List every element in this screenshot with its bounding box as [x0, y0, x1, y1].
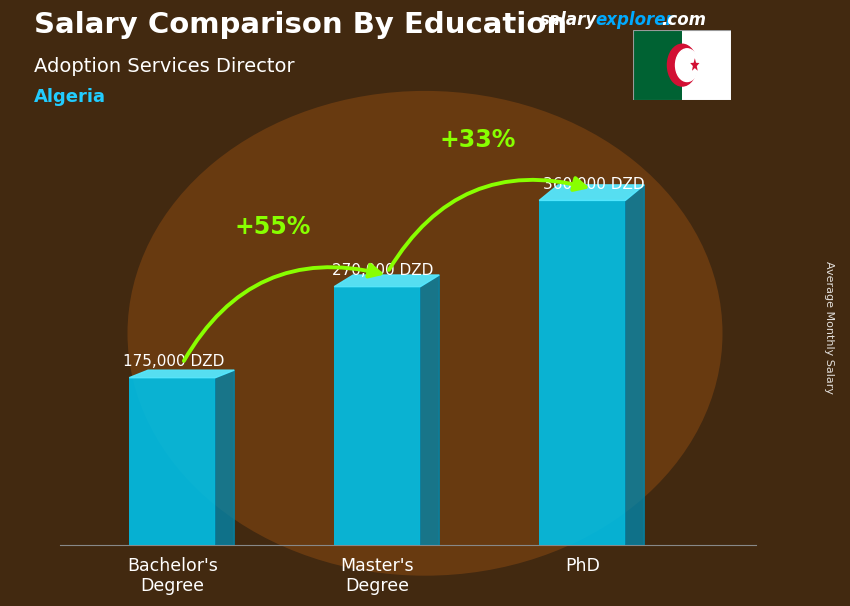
Polygon shape [539, 185, 644, 201]
Polygon shape [690, 58, 700, 71]
Polygon shape [626, 185, 644, 545]
Circle shape [676, 48, 699, 82]
Polygon shape [420, 275, 439, 545]
Text: explorer: explorer [595, 11, 674, 29]
Text: Salary Comparison By Education: Salary Comparison By Education [34, 12, 567, 39]
Bar [129, 378, 215, 545]
Bar [633, 30, 682, 100]
Text: 360,000 DZD: 360,000 DZD [543, 177, 645, 191]
Text: 175,000 DZD: 175,000 DZD [123, 354, 224, 369]
Bar [539, 201, 626, 545]
Bar [682, 30, 731, 100]
Text: +33%: +33% [439, 128, 516, 153]
Polygon shape [215, 370, 235, 545]
Text: Average Monthly Salary: Average Monthly Salary [824, 261, 834, 394]
Bar [334, 287, 420, 545]
Polygon shape [129, 370, 235, 378]
Text: +55%: +55% [235, 215, 311, 239]
Text: .com: .com [661, 11, 706, 29]
FancyArrowPatch shape [184, 265, 381, 361]
Text: Adoption Services Director: Adoption Services Director [34, 57, 295, 76]
Text: salary: salary [540, 11, 597, 29]
Text: 270,000 DZD: 270,000 DZD [332, 263, 434, 278]
Circle shape [667, 44, 697, 86]
Text: Algeria: Algeria [34, 88, 106, 106]
Polygon shape [334, 275, 439, 287]
FancyArrowPatch shape [389, 178, 586, 270]
Ellipse shape [128, 91, 722, 576]
